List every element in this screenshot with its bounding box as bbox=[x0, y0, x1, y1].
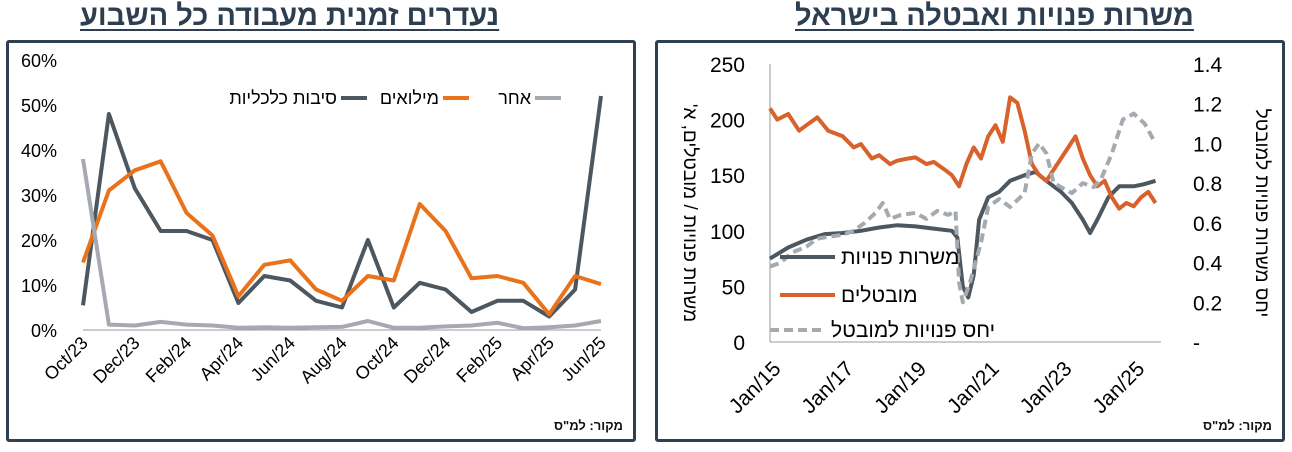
legend-label: מובטלים bbox=[841, 284, 918, 307]
legend-label: יחס פנויות למובטל bbox=[831, 319, 995, 342]
x-tick-label: Jun/25 bbox=[557, 333, 609, 385]
x-tick-label: Jan/21 bbox=[943, 357, 1004, 418]
y-right-tick-label: 1.2 bbox=[1193, 94, 1222, 117]
x-tick-label: Dec/23 bbox=[89, 333, 143, 387]
x-tick-label: Jan/25 bbox=[1088, 357, 1149, 418]
y-right-tick-label: 0.6 bbox=[1193, 213, 1222, 236]
x-tick-label: Jan/17 bbox=[797, 357, 858, 418]
vacancies-chart: 0 50 100 150 200 250 - 0.2 0.4 0.6 0.8 1.0 1.2 1.4 משר… bbox=[679, 54, 1272, 418]
x-tick-label: Oct/24 bbox=[351, 333, 403, 385]
y-tick-label: 30% bbox=[21, 186, 57, 206]
x-tick-label: Feb/24 bbox=[142, 333, 196, 387]
series-line bbox=[768, 169, 1157, 300]
series-line bbox=[768, 95, 1158, 211]
y-tick-label: 60% bbox=[21, 51, 57, 71]
x-tick-label: Aug/24 bbox=[296, 333, 350, 387]
vacancies-chart-panel: 0 50 100 150 200 250 - 0.2 0.4 0.6 0.8 1.0 1.2 1.4 משר… bbox=[655, 40, 1285, 442]
y-left-tick-label: 200 bbox=[710, 110, 745, 133]
y-left-tick-label: 0 bbox=[733, 332, 745, 355]
legend-label: משרות פנויות bbox=[841, 246, 959, 269]
left-chart-title: נעדרים זמנית מעבודה כל השבוע bbox=[80, 0, 500, 32]
y-tick-label: 50% bbox=[21, 96, 57, 116]
y-right-tick-label: 0.8 bbox=[1193, 173, 1222, 196]
y-right-tick-label: 0.4 bbox=[1193, 253, 1223, 276]
legend-label: אחר bbox=[498, 88, 531, 108]
right-chart-title: משרות פנויות ואבטלה בישראל bbox=[795, 0, 1194, 32]
x-tick-label: Apr/24 bbox=[196, 333, 248, 385]
y-left-tick-label: 250 bbox=[710, 54, 745, 77]
y-right-tick-label: - bbox=[1193, 332, 1200, 355]
y-left-tick-label: 50 bbox=[722, 276, 745, 299]
y-right-tick-label: 1.0 bbox=[1193, 133, 1222, 156]
x-tick-label: Dec/24 bbox=[400, 333, 454, 387]
y-left-tick-label: 150 bbox=[710, 165, 745, 188]
x-tick-label: Jan/23 bbox=[1016, 357, 1077, 418]
y-left-tick-label: 100 bbox=[710, 221, 745, 244]
y-right-tick-label: 0.2 bbox=[1193, 292, 1222, 315]
series-line bbox=[81, 95, 603, 319]
series-line bbox=[81, 158, 602, 331]
legend-label: סיבות כלכליות bbox=[229, 88, 337, 108]
x-tick-label: Jan/19 bbox=[870, 357, 931, 418]
x-tick-label: Jun/24 bbox=[247, 333, 299, 385]
y-tick-label: 0% bbox=[31, 321, 57, 341]
y-left-axis-label: משרות פנויות / מובטלים, א' bbox=[679, 104, 700, 322]
y-tick-label: 20% bbox=[21, 231, 57, 251]
y-right-tick-label: 1.4 bbox=[1193, 54, 1223, 77]
x-tick-label: Feb/25 bbox=[452, 333, 506, 387]
source-label: מקור: למ"ס bbox=[1202, 418, 1272, 433]
legend-label: מילואים bbox=[380, 88, 439, 108]
y-tick-label: 40% bbox=[21, 141, 57, 161]
source-label: מקור: למ"ס bbox=[553, 418, 623, 433]
x-tick-label: Apr/25 bbox=[506, 333, 558, 385]
x-tick-label: Jan/15 bbox=[725, 357, 786, 418]
series-line bbox=[81, 159, 602, 317]
y-tick-label: 10% bbox=[21, 276, 57, 296]
absence-chart-panel: 0% 10% 20% 30% 40% 50% 60% Oct/23 Dec/23 Feb/24 Ap… bbox=[6, 40, 636, 442]
series-line bbox=[769, 111, 1158, 305]
y-right-axis-label: יחס משרות פנויות למובטל bbox=[1251, 109, 1272, 318]
